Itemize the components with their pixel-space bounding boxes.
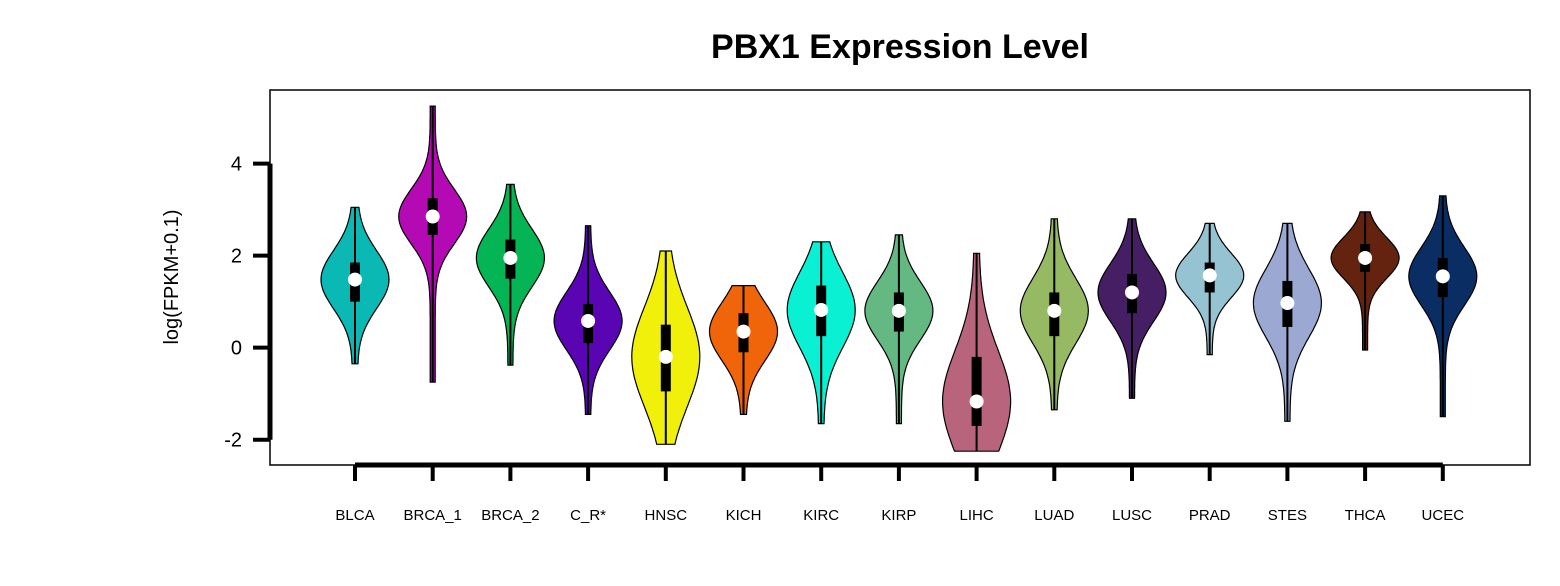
violin-median-point bbox=[969, 394, 984, 409]
violin-median-point bbox=[1047, 303, 1062, 318]
x-tick-label: PRAD bbox=[1189, 507, 1231, 524]
violin-HNSC bbox=[631, 250, 701, 445]
violins bbox=[320, 105, 1478, 452]
violin-KIRP bbox=[864, 234, 934, 425]
x-tick-label: C_R* bbox=[570, 507, 606, 524]
x-tick-label: THCA bbox=[1345, 507, 1386, 524]
x-tick-label: UCEC bbox=[1422, 507, 1465, 524]
y-axis: 4 2 0 -2 bbox=[224, 154, 273, 452]
x-tick-label: LIHC bbox=[960, 507, 994, 524]
violin-STES bbox=[1252, 222, 1323, 422]
x-tick-label: BRCA_1 bbox=[404, 507, 462, 524]
violin-BRCA_2 bbox=[475, 183, 545, 366]
violin-median-point bbox=[503, 250, 518, 265]
violin-BRCA_1 bbox=[398, 105, 468, 383]
violin-median-point bbox=[814, 302, 829, 317]
x-tick-label: BRCA_2 bbox=[481, 507, 539, 524]
chart-title: PBX1 Expression Level bbox=[711, 28, 1089, 66]
violin-median-point bbox=[348, 272, 362, 287]
violin-LUAD bbox=[1019, 218, 1089, 411]
y-tick-label: -2 bbox=[224, 430, 242, 452]
violin-median-point bbox=[1280, 296, 1295, 311]
x-tick-label: LUSC bbox=[1112, 507, 1152, 524]
violin-iqr-box bbox=[971, 356, 982, 426]
violin-median-point bbox=[1125, 285, 1139, 300]
violin-median-point bbox=[425, 209, 440, 224]
x-tick-label: LUAD bbox=[1034, 507, 1074, 524]
violin-median-point bbox=[891, 303, 906, 318]
violin-THCA bbox=[1330, 211, 1400, 351]
violin-median-point bbox=[736, 324, 751, 339]
violin-KIRC bbox=[786, 241, 856, 425]
violin-UCEC bbox=[1408, 195, 1478, 418]
violin-LIHC bbox=[942, 252, 1012, 452]
x-axis: BLCA BRCA_1 BRCA_2 C_R* HNSC KICH KIRC KIRP LIHC… bbox=[335, 462, 1465, 524]
x-tick-label: KIRP bbox=[881, 507, 916, 524]
violin-median-point bbox=[1358, 250, 1373, 265]
violin-LUSC bbox=[1097, 218, 1167, 399]
x-tick-label: KICH bbox=[726, 507, 762, 524]
x-tick-label: HNSC bbox=[645, 507, 688, 524]
x-tick-label: STES bbox=[1268, 507, 1307, 524]
violin-C_R* bbox=[553, 225, 623, 415]
violin-median-point bbox=[1435, 269, 1450, 284]
y-tick-label: 2 bbox=[231, 246, 242, 268]
violin-BLCA bbox=[320, 206, 390, 365]
violin-PRAD bbox=[1175, 222, 1245, 356]
x-tick-label: BLCA bbox=[335, 507, 374, 524]
violin-median-point bbox=[658, 349, 673, 364]
violin-median-point bbox=[1202, 268, 1217, 283]
y-tick-label: 0 bbox=[231, 338, 242, 360]
violin-median-point bbox=[581, 313, 596, 328]
violin-KICH bbox=[708, 285, 779, 415]
y-tick-label: 4 bbox=[231, 154, 242, 176]
y-axis-label: log(FPKM+0.1) bbox=[161, 209, 183, 344]
x-tick-label: KIRC bbox=[803, 507, 839, 524]
